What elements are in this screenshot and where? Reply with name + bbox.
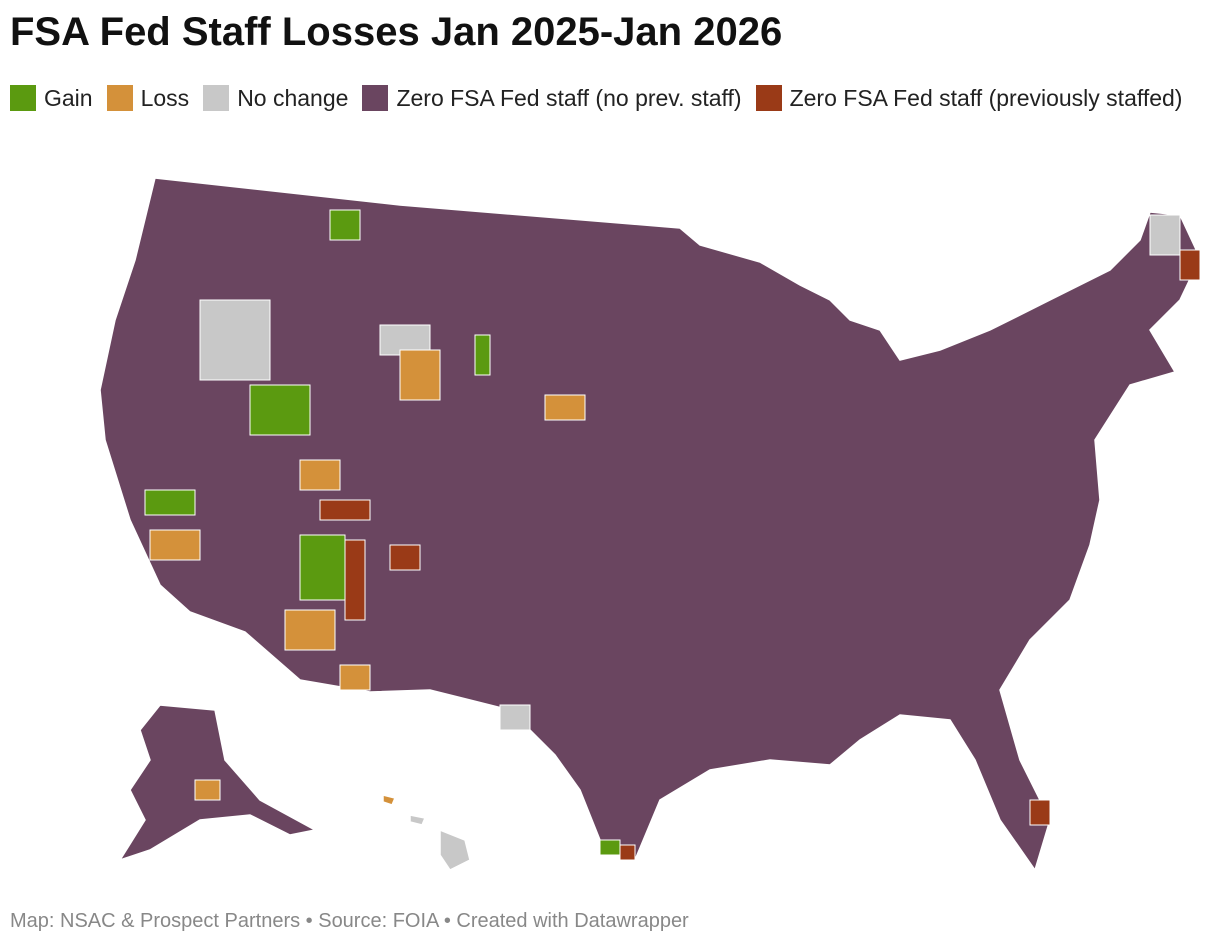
title: FSA Fed Staff Losses Jan 2025-Jan 2026 — [10, 10, 783, 54]
patch — [1149, 214, 1181, 256]
legend-item: Gain — [10, 85, 93, 111]
county-patches — [144, 209, 1201, 861]
legend-item: Loss — [106, 85, 190, 111]
legend-item: Zero FSA Fed staff (previously staffed) — [755, 85, 1183, 111]
patch — [399, 349, 441, 401]
patch — [319, 499, 371, 521]
legend-swatch — [362, 85, 389, 111]
legend-label: No change — [237, 85, 349, 111]
footer: Map: NSAC & Prospect Partners • Source: … — [10, 910, 689, 932]
hawaii — [409, 814, 471, 871]
patch — [329, 209, 361, 241]
patch — [499, 704, 531, 731]
patch — [1029, 799, 1051, 826]
patch — [299, 534, 346, 601]
patch — [284, 609, 336, 651]
patch — [144, 489, 196, 516]
patch — [599, 839, 621, 856]
contiguous-us — [99, 177, 1201, 872]
legend-item: Zero FSA Fed staff (no prev. staff) — [362, 85, 742, 111]
map — [99, 177, 1201, 872]
patch — [474, 334, 491, 376]
legend-swatch — [203, 85, 230, 111]
legend-item: No change — [203, 85, 348, 111]
legend-label: Zero FSA Fed staff (previously staffed) — [789, 85, 1183, 111]
legend-swatch — [10, 85, 36, 111]
legend-label: Gain — [44, 85, 93, 111]
patch — [544, 394, 586, 421]
legend-label: Zero FSA Fed staff (no prev. staff) — [396, 85, 742, 111]
legend-swatch — [106, 85, 133, 111]
patch — [194, 779, 221, 801]
legend-label: Loss — [140, 85, 190, 111]
patch — [389, 544, 421, 571]
patch — [619, 844, 636, 861]
patch — [1179, 249, 1201, 281]
patch — [249, 384, 311, 436]
legend: Gain Loss No change Zero FSA Fed staff (no … — [10, 82, 1200, 115]
patch — [199, 299, 271, 381]
patch — [149, 529, 201, 561]
patch — [339, 664, 371, 691]
patch — [299, 459, 341, 491]
hawaii-loss — [382, 794, 397, 806]
patch — [344, 539, 366, 621]
legend-swatch — [755, 85, 782, 111]
